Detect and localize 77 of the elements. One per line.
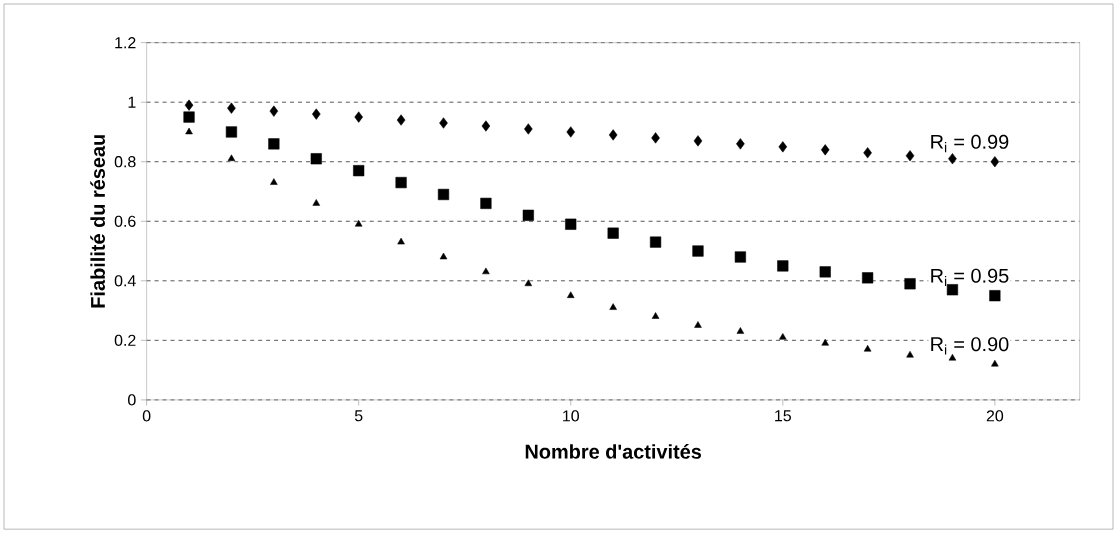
point	[312, 108, 321, 120]
point	[694, 321, 702, 328]
point	[566, 126, 575, 138]
y-tick-label: 1	[128, 96, 136, 108]
y-tick-label: 0.8	[114, 156, 136, 168]
point	[906, 350, 914, 358]
point	[948, 353, 957, 361]
point	[183, 111, 195, 123]
point	[480, 197, 492, 209]
point	[607, 227, 619, 239]
point	[397, 237, 405, 245]
point	[439, 117, 448, 129]
point	[185, 127, 193, 135]
point	[522, 209, 534, 221]
point	[946, 284, 959, 296]
y-tick-label: 0.2	[114, 334, 136, 346]
point	[225, 126, 238, 138]
series-label: R$_{i}$ = 0.90	[931, 337, 1009, 355]
point	[692, 245, 704, 257]
x-tick-label: 20	[986, 410, 1004, 422]
point	[609, 303, 617, 310]
y-tick-label: 0	[128, 394, 136, 406]
point	[395, 176, 407, 189]
point	[863, 344, 872, 352]
point	[819, 266, 831, 278]
point	[354, 111, 363, 123]
point	[353, 165, 365, 177]
point	[989, 290, 1001, 302]
point	[482, 267, 490, 275]
point	[524, 279, 533, 286]
x-tick-label: 0	[142, 410, 151, 422]
point	[270, 178, 278, 185]
point	[991, 359, 999, 367]
x-tick-label: 10	[563, 410, 579, 422]
point	[736, 327, 745, 334]
y-tick-label: 0.4	[114, 275, 136, 287]
point	[734, 251, 746, 263]
y-tick-label: 1.2	[115, 37, 136, 49]
point	[862, 272, 874, 284]
point	[651, 312, 660, 319]
point	[904, 278, 916, 290]
point	[184, 99, 194, 111]
point	[524, 123, 533, 135]
point	[227, 154, 236, 161]
x-tick-label: 15	[775, 410, 791, 422]
point	[777, 260, 789, 272]
point	[310, 153, 322, 165]
point	[990, 156, 1000, 168]
point	[608, 129, 618, 141]
point	[439, 252, 448, 260]
point	[948, 153, 957, 165]
point	[649, 236, 662, 248]
x-axis-title: Nombre d'activités	[525, 443, 702, 459]
point	[312, 199, 320, 206]
point	[269, 105, 279, 117]
point	[481, 120, 491, 132]
point	[863, 147, 872, 159]
point	[779, 333, 787, 340]
point	[778, 141, 788, 153]
point	[354, 219, 363, 227]
series-label: R$_{i}$ = 0.99	[931, 134, 1009, 153]
point	[736, 138, 745, 150]
y-tick-label: 0.6	[114, 215, 136, 227]
point	[820, 144, 830, 156]
point	[565, 218, 577, 230]
point	[651, 132, 660, 144]
point	[437, 188, 450, 200]
point	[268, 138, 280, 150]
point	[567, 291, 575, 298]
x-tick-label: 5	[354, 410, 363, 422]
point	[693, 135, 703, 147]
point	[396, 114, 406, 126]
point	[905, 150, 915, 162]
point	[821, 338, 829, 346]
y-axis-title: Fiabilité du réseau	[90, 135, 105, 308]
series-label: R$_{i}$ = 0.95	[931, 268, 1009, 287]
point	[227, 102, 236, 114]
